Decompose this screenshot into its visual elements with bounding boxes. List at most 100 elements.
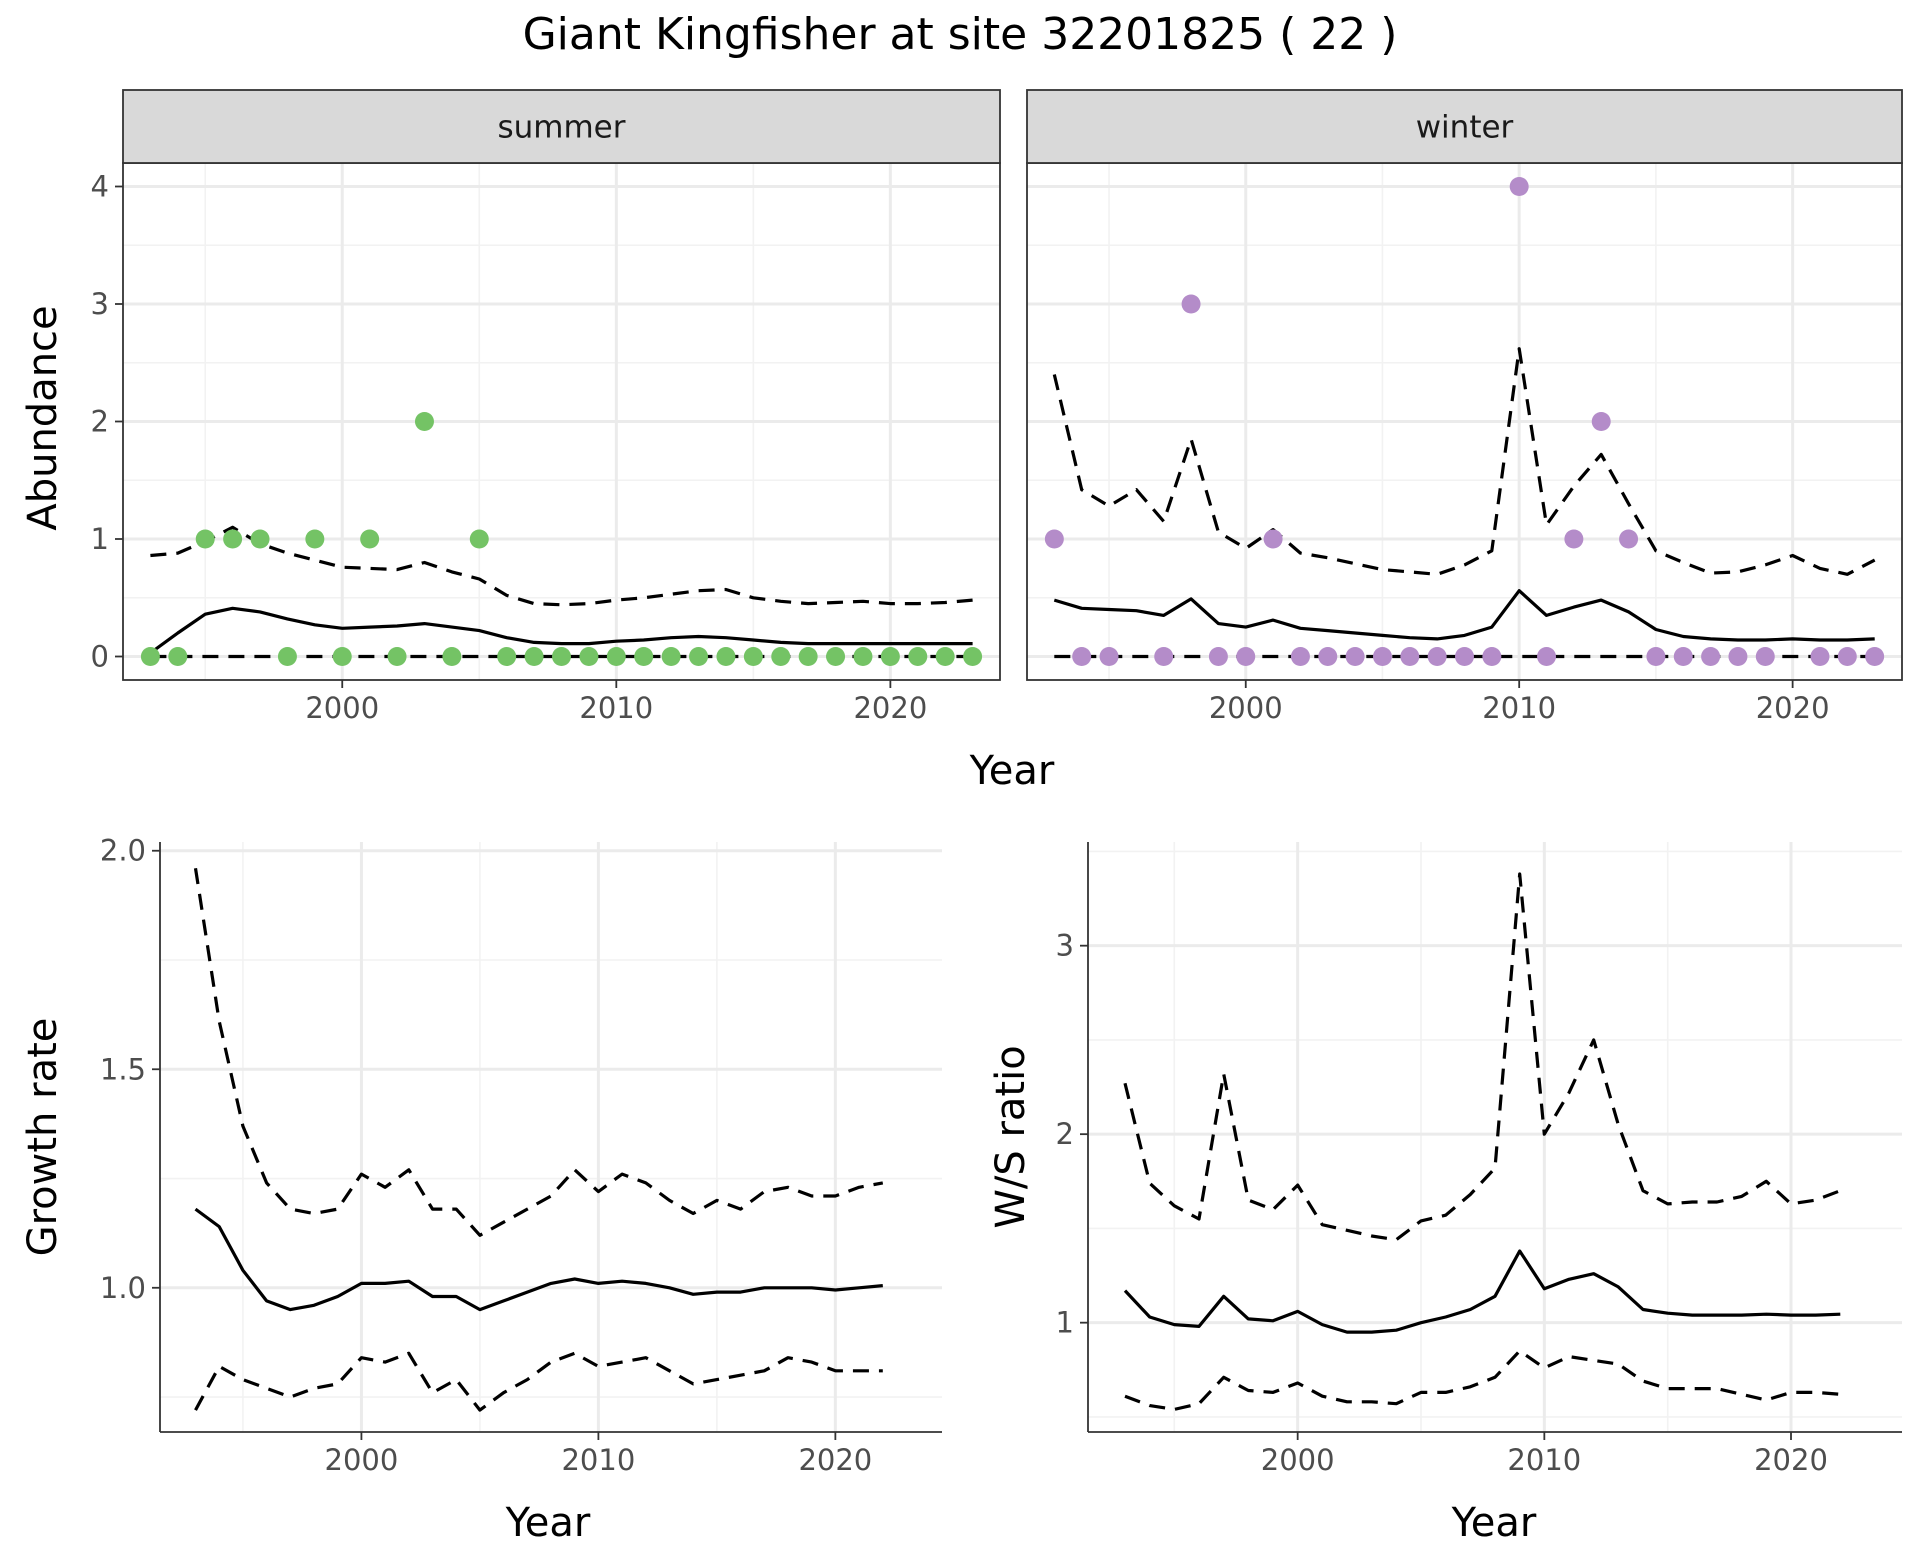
- data-point: [1099, 647, 1119, 666]
- data-point: [826, 647, 846, 666]
- data-point: [1372, 647, 1392, 666]
- data-point: [387, 647, 407, 666]
- data-point: [1427, 647, 1447, 666]
- data-point: [469, 529, 489, 549]
- data-point: [1810, 647, 1830, 666]
- data-point: [1619, 529, 1639, 549]
- abundance-y-axis-title: Abundance: [20, 305, 66, 530]
- data-point: [223, 529, 243, 549]
- x-tick-label: 2010: [1482, 691, 1556, 725]
- abundance-x-axis-title: Year: [969, 748, 1055, 794]
- data-point: [524, 647, 544, 666]
- data-point: [1701, 647, 1721, 666]
- data-point: [1865, 647, 1885, 666]
- x-tick-label: 2010: [579, 691, 653, 725]
- data-point: [140, 647, 160, 666]
- y-tick-label: 4: [91, 170, 109, 204]
- data-point: [1564, 529, 1584, 549]
- facet-strip: [1026, 89, 1903, 164]
- data-point: [935, 647, 955, 666]
- data-point: [1455, 647, 1474, 666]
- x-tick-label: 2010: [1507, 1443, 1581, 1477]
- data-point: [1728, 647, 1748, 666]
- x-tick-label: 2020: [798, 1443, 872, 1477]
- data-point: [1673, 647, 1693, 666]
- y-tick-label: 2: [91, 405, 109, 439]
- lower-bound-line: [194, 1351, 883, 1412]
- y-tick-label: 3: [1056, 929, 1074, 963]
- data-point: [1072, 647, 1092, 666]
- data-point: [798, 647, 818, 666]
- x-tick-label: 2000: [325, 1443, 399, 1477]
- chart-title: Giant Kingfisher at site 32201825 ( 22 ): [523, 9, 1398, 60]
- upper-bound-line: [150, 525, 973, 607]
- data-point: [853, 647, 873, 666]
- x-tick-label: 2000: [1261, 1443, 1335, 1477]
- upper-bound-line: [193, 867, 884, 1237]
- data-point: [1181, 294, 1201, 314]
- ws-ratio-panel: 2000 2010 2020 1 2 3: [1056, 842, 1902, 1477]
- x-tick-label: 2020: [1754, 1443, 1828, 1477]
- y-tick-label: 1: [1056, 1306, 1074, 1340]
- abundance-winter-panel: 2000 2010 2020 winter: [1026, 89, 1903, 725]
- upper-bound-line: [1123, 872, 1841, 1242]
- data-point: [880, 647, 900, 666]
- y-tick-label: 3: [91, 287, 109, 321]
- upper-bound-line: [1052, 347, 1876, 576]
- y-tick-label: 1: [91, 522, 109, 556]
- ws-y-axis-title: W/S ratio: [988, 1045, 1034, 1228]
- abundance-summer-panel: 2000 2010 2020 0 1 2 3 4 summer: [91, 89, 1001, 725]
- data-point: [1044, 529, 1064, 549]
- ws-x-axis-title: Year: [1451, 1500, 1537, 1546]
- y-tick-label: 2.0: [100, 834, 146, 868]
- data-point: [579, 647, 599, 666]
- data-point: [1208, 647, 1228, 666]
- data-point: [606, 647, 626, 666]
- growth-y-axis-title: Growth rate: [20, 1018, 66, 1257]
- data-point: [908, 647, 928, 666]
- facet-strip-label: winter: [1416, 110, 1514, 146]
- data-point: [250, 529, 270, 549]
- data-point: [1400, 647, 1420, 666]
- data-point: [634, 647, 654, 666]
- data-point: [1837, 647, 1857, 666]
- y-tick-label: 1.0: [100, 1271, 146, 1305]
- growth-x-axis-title: Year: [505, 1500, 591, 1546]
- data-point: [1755, 647, 1775, 666]
- data-point: [716, 647, 736, 666]
- data-point: [1482, 647, 1502, 666]
- x-tick-label: 2010: [561, 1443, 635, 1477]
- y-tick-label: 1.5: [100, 1052, 146, 1086]
- mean-line: [149, 606, 973, 655]
- data-point: [1591, 412, 1611, 431]
- x-tick-label: 2020: [1756, 691, 1830, 725]
- data-point: [1537, 647, 1557, 666]
- data-point: [771, 647, 791, 666]
- x-tick-label: 2000: [1209, 691, 1283, 725]
- x-tick-label: 2020: [853, 691, 927, 725]
- data-point: [661, 647, 681, 666]
- x-tick-label: 2000: [305, 691, 379, 725]
- data-point: [1646, 647, 1666, 666]
- data-point: [1345, 647, 1365, 666]
- y-tick-label: 0: [91, 640, 109, 674]
- facet-strip: [122, 89, 1001, 164]
- data-point: [1263, 529, 1283, 549]
- mean-line: [1053, 589, 1875, 642]
- data-point: [360, 529, 380, 549]
- data-point: [1290, 647, 1310, 666]
- mean-line: [194, 1207, 883, 1312]
- data-point: [277, 647, 297, 666]
- facet-strip-label: summer: [497, 110, 625, 146]
- data-point: [1236, 647, 1256, 666]
- data-point: [195, 529, 215, 549]
- data-point: [1318, 647, 1338, 666]
- data-point: [442, 647, 462, 666]
- data-point: [963, 647, 983, 666]
- data-point: [1509, 177, 1529, 196]
- y-tick-label: 2: [1056, 1117, 1074, 1151]
- data-point: [497, 647, 517, 666]
- data-point: [332, 647, 352, 666]
- data-point: [414, 412, 434, 431]
